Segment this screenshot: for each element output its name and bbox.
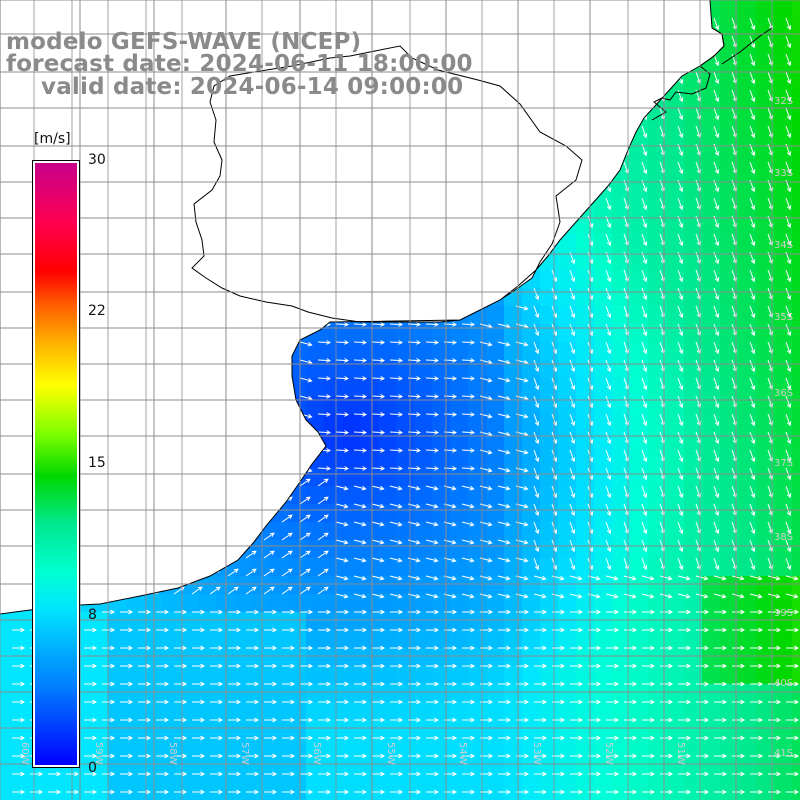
- lon-label: 55W: [385, 742, 396, 765]
- lat-label: 37S: [774, 458, 794, 469]
- lon-label: 56W: [311, 742, 322, 765]
- lat-label: 32S: [774, 96, 794, 107]
- model-title: modelo GEFS-WAVE (NCEP): [6, 29, 362, 55]
- colorbar-tick-30: 30: [88, 152, 106, 168]
- valid-date: valid date: 2024-06-14 09:00:00: [41, 74, 464, 100]
- lon-label: 51W: [675, 742, 686, 765]
- colorbar-tick-15: 15: [88, 455, 106, 471]
- colorbar-unit: [m/s]: [34, 131, 71, 147]
- colorbar-tick-0: 0: [88, 760, 97, 776]
- lon-label: 58W: [167, 742, 178, 765]
- lat-label: 36S: [774, 388, 794, 399]
- lat-label: 38S: [774, 532, 794, 543]
- lat-label: 39S: [774, 608, 794, 619]
- lon-label: 60W: [19, 742, 30, 765]
- lon-label: 52W: [603, 742, 614, 765]
- lat-label: 35S: [774, 312, 794, 323]
- lat-label: 40S: [774, 678, 794, 689]
- lat-label: 34S: [774, 240, 794, 251]
- colorbar-gradient: [35, 163, 77, 765]
- coastline-north: [651, 27, 773, 121]
- colorbar: [32, 160, 80, 768]
- lon-label: 53W: [531, 742, 542, 765]
- lon-label: 54W: [457, 742, 468, 765]
- lon-label: 57W: [239, 742, 250, 765]
- lon-label: 59W: [93, 742, 104, 765]
- lat-label: 33S: [774, 168, 794, 179]
- colorbar-tick-8: 8: [88, 607, 97, 623]
- lat-label: 41S: [774, 748, 794, 759]
- colorbar-tick-22: 22: [88, 303, 106, 319]
- forecast-date: forecast date: 2024-06-11 18:00:00: [6, 51, 473, 77]
